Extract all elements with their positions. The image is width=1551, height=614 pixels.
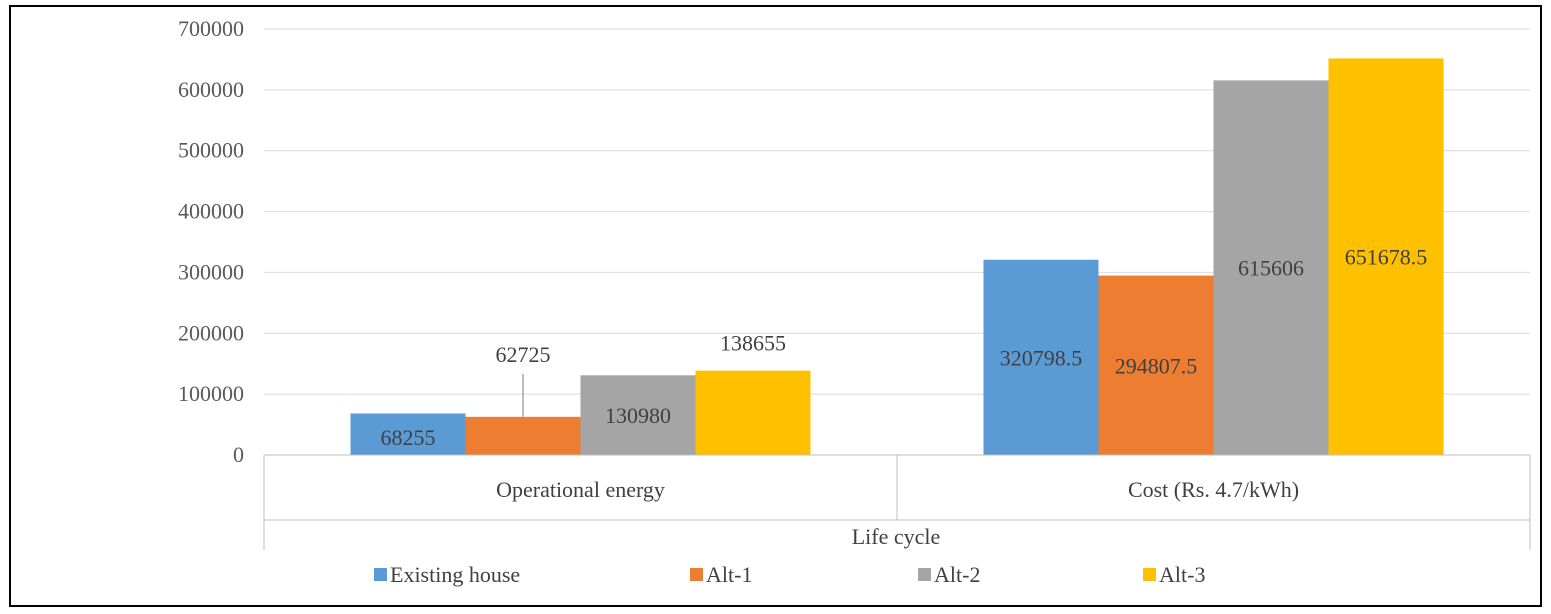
y-tick-label: 500000 bbox=[178, 138, 244, 163]
axes: 0 100000 200000 300000 400000 500000 600000 700… bbox=[178, 16, 1531, 550]
bars bbox=[350, 58, 1444, 456]
bar bbox=[465, 416, 581, 455]
legend-swatch bbox=[374, 568, 387, 581]
bar bbox=[580, 375, 696, 455]
y-tick-label: 700000 bbox=[178, 16, 244, 41]
bar bbox=[1213, 80, 1329, 456]
data-label: 320798.5 bbox=[1000, 345, 1083, 370]
y-tick-label: 0 bbox=[233, 442, 244, 467]
legend-swatch bbox=[690, 568, 703, 581]
data-label: 294807.5 bbox=[1115, 353, 1198, 378]
legend-label: Alt-2 bbox=[934, 562, 980, 587]
y-tick-label: 300000 bbox=[178, 259, 244, 284]
y-tick-label: 400000 bbox=[178, 199, 244, 224]
data-label: 68255 bbox=[381, 425, 436, 450]
legend-label: Alt-3 bbox=[1159, 562, 1205, 587]
legend: Existing house Alt-1 Alt-2 Alt-3 bbox=[374, 562, 1205, 587]
y-tick-label: 600000 bbox=[178, 77, 244, 102]
data-labels: 68255 320798.5 62725 294807.5 130980 615606 13… bbox=[381, 245, 1428, 450]
data-label: 130980 bbox=[605, 403, 671, 428]
x-axis-title: Life cycle bbox=[852, 524, 941, 549]
legend-label: Alt-1 bbox=[706, 562, 752, 587]
x-category-label: Cost (Rs. 4.7/kWh) bbox=[1128, 477, 1299, 502]
legend-swatch bbox=[1143, 568, 1156, 581]
data-label: 615606 bbox=[1238, 256, 1304, 281]
bar bbox=[350, 413, 466, 455]
x-category-label: Operational energy bbox=[496, 477, 665, 502]
y-tick-label: 100000 bbox=[178, 381, 244, 406]
legend-swatch bbox=[918, 568, 931, 581]
data-label: 62725 bbox=[496, 342, 551, 367]
legend-label: Existing house bbox=[390, 562, 520, 587]
y-tick-label: 200000 bbox=[178, 320, 244, 345]
bar bbox=[983, 259, 1099, 455]
bar bbox=[695, 370, 811, 455]
data-label: 138655 bbox=[720, 331, 786, 356]
bar bbox=[1098, 275, 1214, 455]
bar bbox=[1328, 58, 1444, 456]
data-label: 651678.5 bbox=[1345, 245, 1428, 270]
